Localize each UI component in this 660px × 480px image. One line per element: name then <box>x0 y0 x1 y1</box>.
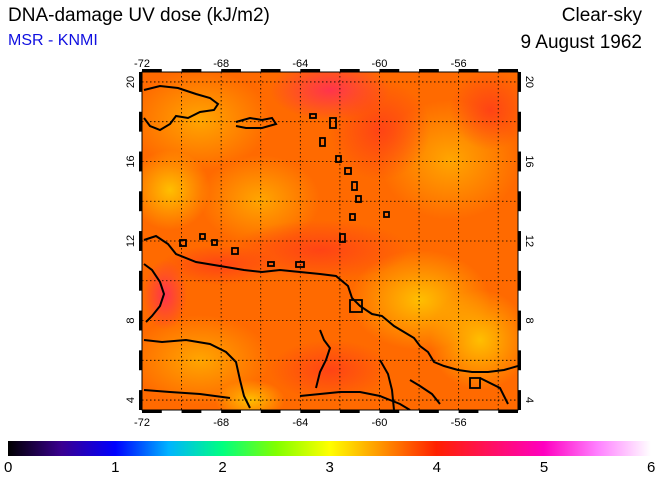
frame-check <box>518 231 521 251</box>
frame-check <box>139 270 142 291</box>
lat-left-tick: 16 <box>125 155 137 167</box>
lat-left-tick: 12 <box>125 235 137 247</box>
date-label: 9 August 1962 <box>520 32 643 53</box>
frame-check <box>518 390 521 410</box>
frame-check <box>379 69 400 72</box>
frame-check <box>181 410 202 413</box>
frame-check <box>139 151 142 172</box>
lon-bottom-tick: -56 <box>451 417 467 429</box>
coastlines <box>143 84 518 410</box>
frame-check <box>221 410 241 413</box>
frame-check <box>139 111 142 132</box>
lat-labels-right: 4 8 12 16 20 <box>523 76 535 403</box>
colorbar <box>8 441 651 456</box>
lat-left-tick: 4 <box>125 397 137 403</box>
frame-check <box>518 191 521 212</box>
frame-check <box>498 410 518 413</box>
lon-labels-bottom: -72 -68 -64 -60 -56 <box>134 417 467 429</box>
frame-check <box>419 410 439 413</box>
frame-check <box>260 69 281 72</box>
frame-check <box>139 231 142 251</box>
frame-check <box>139 191 142 212</box>
frame-check <box>139 310 142 331</box>
frame-check <box>518 270 521 291</box>
frame-check <box>518 72 521 92</box>
lat-left-tick: 8 <box>125 317 137 323</box>
map-title: DNA-damage UV dose (kJ/m2) <box>8 5 270 26</box>
frame-check <box>458 69 479 72</box>
lat-right-tick: 12 <box>523 235 535 247</box>
source-label: MSR - KNMI <box>8 32 98 49</box>
colorbar-label: 3 <box>325 459 334 476</box>
colorbar-label: 1 <box>111 459 120 476</box>
lat-right-tick: 20 <box>523 76 535 88</box>
lon-bottom-tick: -60 <box>372 417 388 429</box>
frame-check <box>300 410 321 413</box>
frame-check <box>339 410 360 413</box>
frame-check <box>260 410 281 413</box>
lon-top-tick: -72 <box>134 58 150 70</box>
frame-check <box>498 69 518 72</box>
lat-labels-left: 4 8 12 16 20 <box>125 76 137 403</box>
frame-check <box>142 410 162 413</box>
colorbar-label: 6 <box>647 459 656 476</box>
colorbar-label: 0 <box>4 459 13 476</box>
lon-top-tick: -56 <box>451 58 467 70</box>
frame-check <box>458 410 479 413</box>
islands <box>179 113 481 389</box>
lat-right-tick: 4 <box>523 397 535 403</box>
lon-top-tick: -64 <box>292 58 308 70</box>
colorbar-label: 5 <box>539 459 549 476</box>
frame-check <box>221 69 241 72</box>
graticule <box>142 72 518 410</box>
frame-check <box>139 390 142 410</box>
lat-right-tick: 8 <box>523 317 535 323</box>
frame-check <box>300 69 321 72</box>
lon-bottom-tick: -64 <box>292 417 308 429</box>
frame-checker-border <box>139 69 521 413</box>
uv-field <box>142 72 518 410</box>
frame-check <box>181 69 202 72</box>
lon-bottom-tick: -72 <box>134 417 150 429</box>
lon-top-tick: -68 <box>213 58 229 70</box>
frame-check <box>139 350 142 371</box>
uv-dose-map: -72 -68 -64 -60 -56 -72 -68 -64 -60 -56 … <box>125 58 535 429</box>
lat-left-tick: 20 <box>125 76 137 88</box>
condition-label: Clear-sky <box>561 5 642 26</box>
frame-check <box>139 72 142 92</box>
lat-right-tick: 16 <box>523 155 535 167</box>
lon-labels-top: -72 -68 -64 -60 -56 <box>134 58 467 70</box>
frame-check <box>518 111 521 132</box>
frame-check <box>518 151 521 172</box>
frame-check <box>379 410 400 413</box>
lon-top-tick: -60 <box>372 58 388 70</box>
colorbar-label: 4 <box>432 459 441 476</box>
frame-check <box>518 350 521 371</box>
frame-check <box>142 69 162 72</box>
lon-bottom-tick: -68 <box>213 417 229 429</box>
frame-check <box>518 310 521 331</box>
frame-check <box>419 69 439 72</box>
frame-check <box>339 69 360 72</box>
colorbar-label: 2 <box>218 459 227 476</box>
